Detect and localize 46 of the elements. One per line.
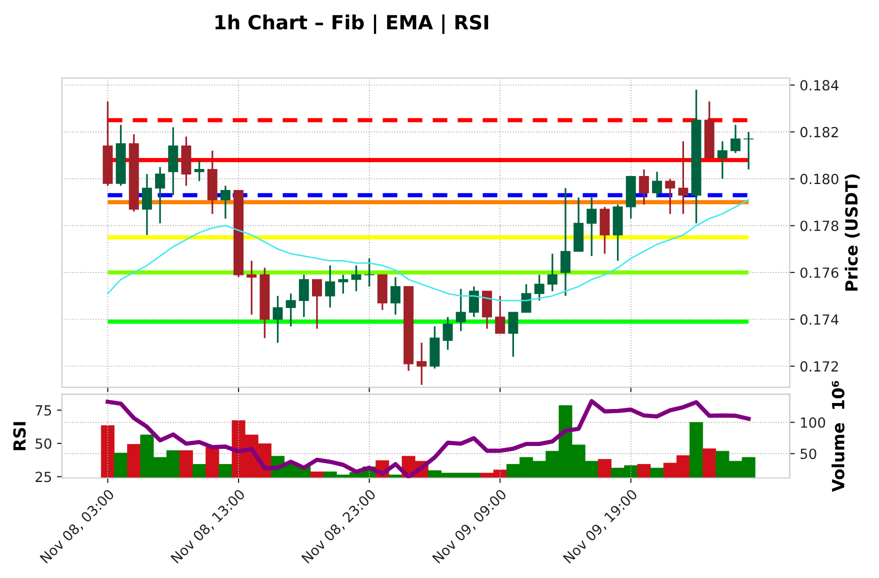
candlestick <box>220 184 230 220</box>
candlestick <box>534 274 544 302</box>
y-tick-label: 0.178 <box>800 220 838 232</box>
candlestick <box>351 264 362 292</box>
y-axis-title: Price (USDT) <box>844 174 860 291</box>
candlestick <box>678 140 688 215</box>
candlestick <box>246 260 257 316</box>
candlestick <box>338 274 348 294</box>
y-tick-label: 0.172 <box>800 361 838 372</box>
candlestick <box>638 168 649 206</box>
candlestick <box>652 170 662 198</box>
candlestick <box>508 311 518 358</box>
y-tick-label: 0.176 <box>800 267 838 278</box>
candlestick <box>547 252 558 292</box>
candlestick <box>717 140 728 180</box>
y-axis-title: RSI <box>13 422 26 450</box>
y2-axis-title: Volume 10⁶ <box>832 380 844 492</box>
candlestick <box>298 274 309 318</box>
chart-title: 1h Chart – Fib | EMA | RSI <box>216 14 488 34</box>
y-tick-label: 50 <box>36 438 52 449</box>
candlestick <box>495 295 506 334</box>
y-tick-label: 25 <box>36 472 52 482</box>
candlestick <box>312 278 322 330</box>
y-tick-label: 0.174 <box>800 314 838 325</box>
candlestick <box>730 124 741 154</box>
candlestick <box>286 292 296 328</box>
candlestick <box>325 264 336 308</box>
candlestick <box>560 187 570 297</box>
line-series <box>106 399 751 478</box>
y-tick-label: 0.180 <box>800 174 838 184</box>
candlestick <box>416 342 427 386</box>
candlestick <box>468 286 479 318</box>
y2-tick-label: 100 <box>801 417 826 428</box>
candlestick <box>456 288 466 332</box>
y-tick-label: 0.182 <box>800 126 838 138</box>
candlestick <box>586 196 597 257</box>
candlestick <box>665 178 676 215</box>
candlestick <box>390 276 400 316</box>
y-tick-label: 75 <box>36 405 52 416</box>
candlestick <box>442 316 453 351</box>
candlestick <box>272 295 283 344</box>
candlestick <box>155 166 166 224</box>
candlestick <box>744 131 754 170</box>
candlestick <box>142 173 152 236</box>
candlestick <box>194 159 204 182</box>
y-tick-label: 0.184 <box>800 80 838 91</box>
